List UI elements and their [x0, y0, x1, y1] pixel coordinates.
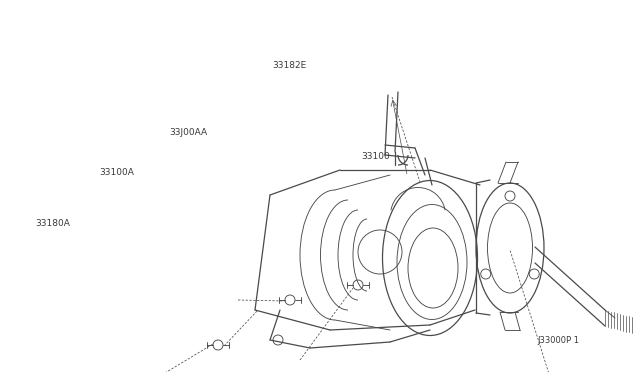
Text: 33180A: 33180A [35, 219, 70, 228]
Text: 33J00AA: 33J00AA [170, 128, 208, 137]
Text: 33100A: 33100A [99, 169, 134, 177]
Text: 33100: 33100 [362, 152, 390, 161]
Text: J33000P 1: J33000P 1 [538, 336, 580, 345]
Text: 33182E: 33182E [272, 61, 307, 70]
